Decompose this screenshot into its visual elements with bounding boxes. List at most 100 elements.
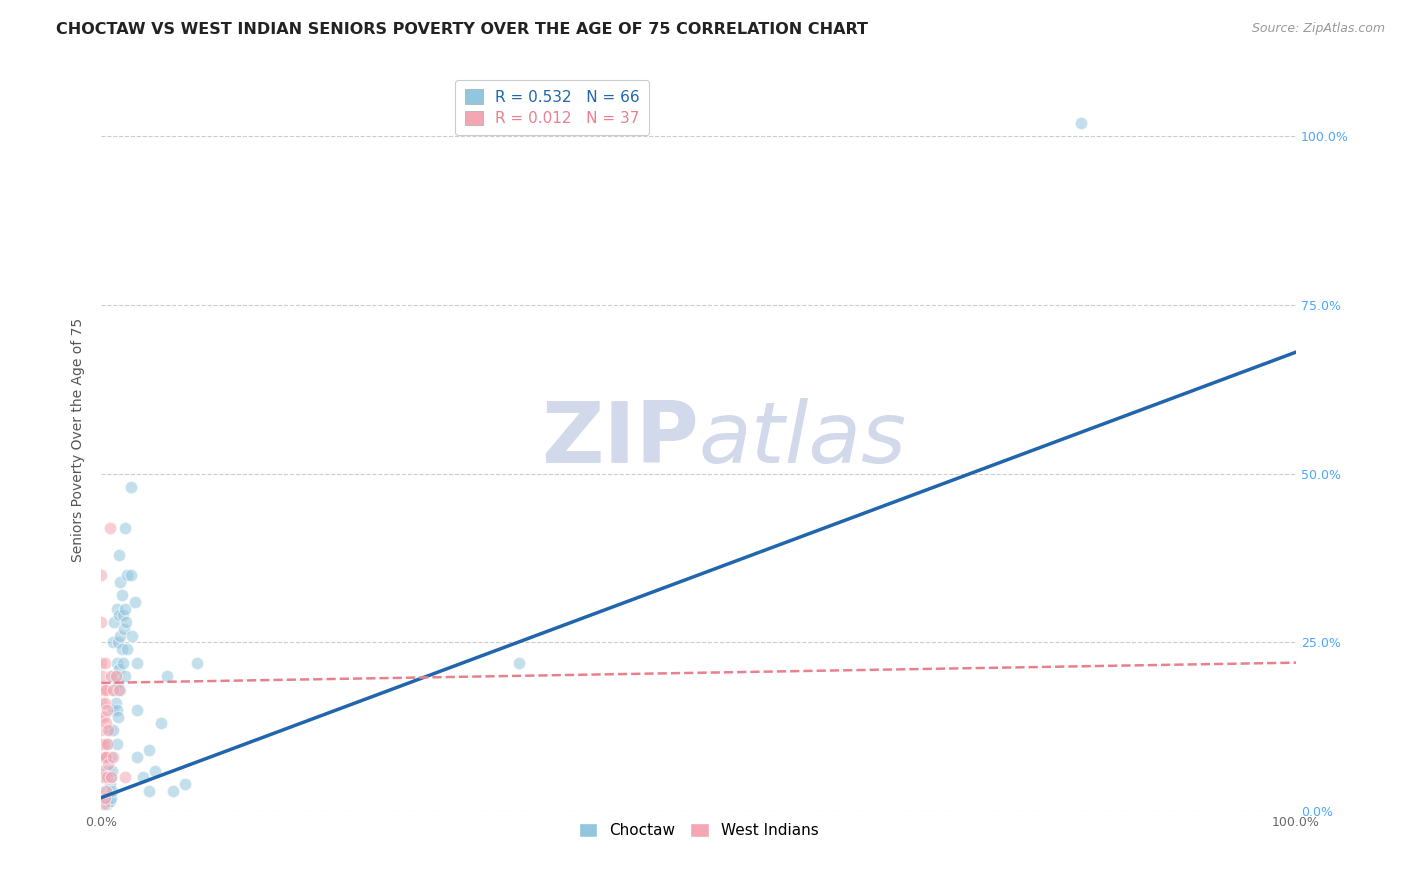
Point [97, 764, 120, 778]
Point [108, 608, 131, 623]
Point [143, 764, 166, 778]
Point [108, 548, 131, 562]
Point [149, 716, 172, 731]
Point [93, 737, 115, 751]
Point [117, 567, 139, 582]
Point [114, 521, 136, 535]
Point [104, 696, 127, 710]
Y-axis label: Seniors Poverty Over the Age of 75: Seniors Poverty Over the Age of 75 [72, 318, 86, 562]
Point [173, 777, 195, 791]
Point [121, 629, 143, 643]
Text: ZIP: ZIP [541, 399, 699, 482]
Point [91, 669, 114, 683]
Point [1070, 115, 1092, 129]
Point [96, 790, 118, 805]
Point [103, 615, 125, 629]
Point [94, 790, 117, 805]
Point [108, 682, 131, 697]
Point [111, 656, 134, 670]
Point [94, 656, 117, 670]
Point [94, 784, 117, 798]
Point [115, 615, 138, 629]
Point [132, 771, 155, 785]
Point [94, 696, 117, 710]
Point [101, 669, 124, 683]
Point [162, 784, 184, 798]
Point [94, 764, 117, 778]
Point [94, 716, 117, 731]
Point [98, 777, 121, 791]
Point [110, 588, 132, 602]
Point [110, 629, 132, 643]
Point [90, 615, 112, 629]
Point [98, 794, 121, 808]
Point [91, 750, 114, 764]
Point [101, 764, 124, 778]
Point [90, 709, 112, 723]
Point [96, 771, 118, 785]
Point [186, 656, 208, 670]
Point [97, 756, 120, 771]
Point [110, 574, 132, 589]
Point [97, 723, 120, 738]
Point [94, 682, 117, 697]
Point [96, 703, 118, 717]
Point [107, 709, 129, 723]
Point [100, 771, 122, 785]
Point [98, 723, 121, 738]
Point [100, 790, 122, 805]
Point [138, 743, 160, 757]
Point [112, 622, 135, 636]
Point [101, 635, 124, 649]
Point [105, 703, 128, 717]
Point [104, 669, 127, 683]
Point [108, 662, 131, 676]
Point [125, 703, 148, 717]
Point [508, 656, 530, 670]
Point [120, 567, 142, 582]
Point [93, 797, 115, 812]
Point [114, 669, 136, 683]
Point [156, 669, 179, 683]
Point [93, 771, 115, 785]
Point [101, 723, 124, 738]
Point [94, 784, 117, 798]
Text: CHOCTAW VS WEST INDIAN SENIORS POVERTY OVER THE AGE OF 75 CORRELATION CHART: CHOCTAW VS WEST INDIAN SENIORS POVERTY O… [56, 22, 869, 37]
Point [107, 676, 129, 690]
Point [124, 595, 146, 609]
Point [100, 669, 122, 683]
Text: Source: ZipAtlas.com: Source: ZipAtlas.com [1251, 22, 1385, 36]
Point [105, 601, 128, 615]
Point [90, 682, 112, 697]
Point [125, 750, 148, 764]
Point [104, 669, 127, 683]
Point [94, 750, 117, 764]
Point [111, 608, 134, 623]
Point [93, 682, 115, 697]
Point [90, 764, 112, 778]
Point [101, 784, 124, 798]
Point [94, 750, 117, 764]
Point [98, 521, 121, 535]
Point [97, 737, 120, 751]
Point [101, 682, 124, 697]
Point [96, 797, 118, 812]
Point [110, 642, 132, 657]
Point [93, 709, 115, 723]
Point [114, 601, 136, 615]
Point [107, 635, 129, 649]
Point [90, 737, 112, 751]
Point [91, 723, 114, 738]
Point [117, 642, 139, 657]
Point [125, 656, 148, 670]
Point [101, 750, 124, 764]
Point [91, 696, 114, 710]
Point [110, 682, 132, 697]
Point [96, 737, 118, 751]
Point [105, 656, 128, 670]
Legend: Choctaw, West Indians: Choctaw, West Indians [572, 817, 825, 845]
Text: atlas: atlas [699, 399, 907, 482]
Point [100, 750, 122, 764]
Point [103, 682, 125, 697]
Point [114, 771, 136, 785]
